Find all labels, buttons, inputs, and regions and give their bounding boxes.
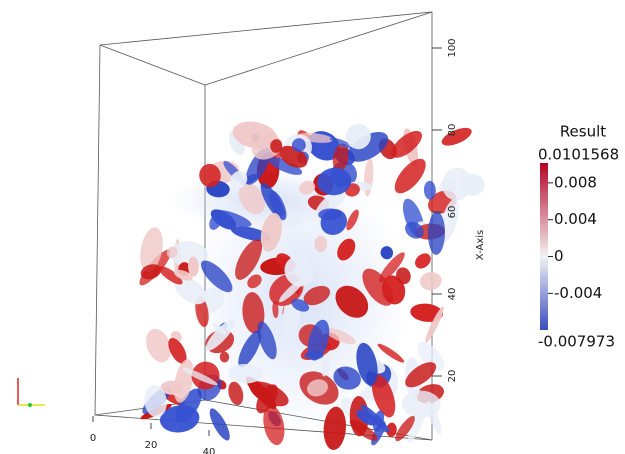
tick-label: 100	[447, 38, 458, 57]
axis-label: X-Axis	[475, 230, 486, 261]
tick-label: 60	[447, 206, 458, 219]
colorbar-tick-label: 0.004	[554, 210, 597, 228]
viewport: X-Axis 20 40 60 80 100 0 20 40 Result 0.0101568…	[0, 0, 625, 454]
colorbar-tick-label: -0.004	[554, 284, 602, 302]
blob	[206, 406, 234, 443]
blob	[412, 250, 434, 271]
tick-label: 20	[447, 370, 458, 383]
colorbar-tick-label: 0.008	[554, 173, 597, 191]
blob	[428, 211, 446, 255]
colorbar-scale: 0.0101568 -0.007973 0.008 0.004 0 -0.004	[538, 146, 619, 351]
blob	[363, 158, 375, 197]
tick-label: 40	[447, 288, 458, 301]
colorbar-tick-label: 0	[554, 247, 564, 265]
orientation-axes	[18, 378, 45, 407]
tick-label: 20	[145, 440, 158, 451]
colorbar-title: Result	[560, 123, 606, 141]
colorbar-max: 0.0101568	[538, 146, 619, 164]
blob	[419, 270, 443, 291]
colorbar-min: -0.007973	[538, 333, 615, 351]
tick-label: 40	[203, 447, 216, 454]
colorbar	[540, 163, 548, 330]
tick-label: 0	[90, 433, 96, 444]
tick-label: 80	[447, 124, 458, 137]
blob	[461, 174, 485, 196]
